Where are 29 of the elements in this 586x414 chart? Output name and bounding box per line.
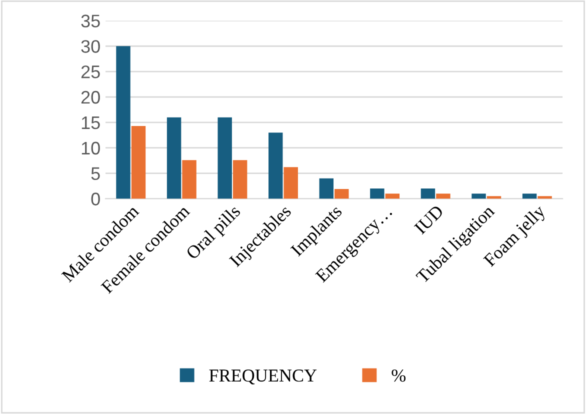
bar [268,132,283,199]
bar [166,117,182,199]
bar [319,178,334,199]
bar [420,188,436,199]
bar [116,46,130,199]
bar [522,194,537,199]
bar [486,196,502,199]
y-tick-label: 15 [82,116,100,130]
bar [538,196,552,199]
bar [385,194,400,199]
bar [131,126,146,199]
bar [218,117,232,199]
bar [436,194,450,199]
y-tick-label: 20 [81,90,100,104]
bar [232,160,248,199]
bar [284,167,298,199]
bar [334,189,349,199]
bar [182,160,196,199]
y-tick-label: 0 [91,192,100,206]
x-tick-label: IUD [414,204,444,235]
legend-label: % [392,369,406,382]
y-tick-label: 10 [82,142,100,155]
bar [472,194,486,199]
y-tick-label: 5 [91,167,100,180]
y-tick-label: 35 [81,14,100,28]
legend-label: FREQUENCY [209,370,317,384]
y-tick-label: 25 [81,65,100,78]
y-tick-label: 30 [81,40,100,53]
bar [370,188,384,199]
